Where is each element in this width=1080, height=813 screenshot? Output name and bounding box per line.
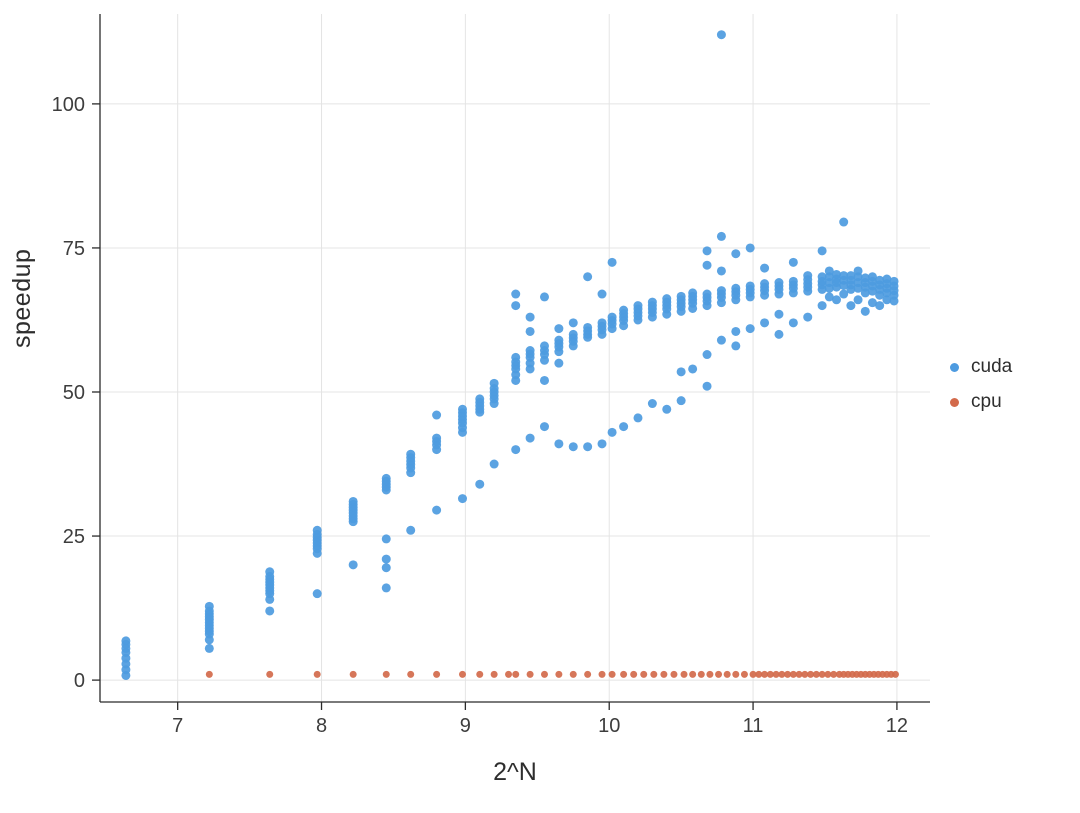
x-tick-label: 10	[598, 715, 620, 737]
legend-label-cpu: cpu	[971, 391, 1002, 412]
y-tick-label: 50	[63, 382, 85, 404]
cpu-marker-icon	[950, 397, 959, 407]
cuda-points-group	[121, 30, 899, 680]
y-axis-label: speedup	[8, 248, 36, 348]
legend-item-cpu: cpu	[950, 391, 1012, 413]
cuda-marker-icon	[950, 362, 959, 372]
legend: cuda cpu	[950, 356, 1012, 413]
x-tick-label: 8	[316, 715, 327, 737]
x-tick-label: 7	[172, 715, 183, 737]
y-tick-label: 0	[74, 670, 85, 692]
y-tick-label: 100	[52, 94, 85, 116]
x-tick-label: 9	[460, 715, 471, 737]
y-tick-label: 25	[63, 526, 85, 548]
x-tick-label: 12	[886, 715, 908, 737]
x-tick-label: 11	[743, 715, 764, 737]
legend-label-cuda: cuda	[971, 356, 1013, 377]
legend-item-cuda: cuda	[950, 356, 1012, 378]
cpu-points-group	[205, 670, 899, 678]
x-axis-label: 2^N	[493, 758, 537, 786]
y-tick-label: 75	[63, 238, 85, 260]
